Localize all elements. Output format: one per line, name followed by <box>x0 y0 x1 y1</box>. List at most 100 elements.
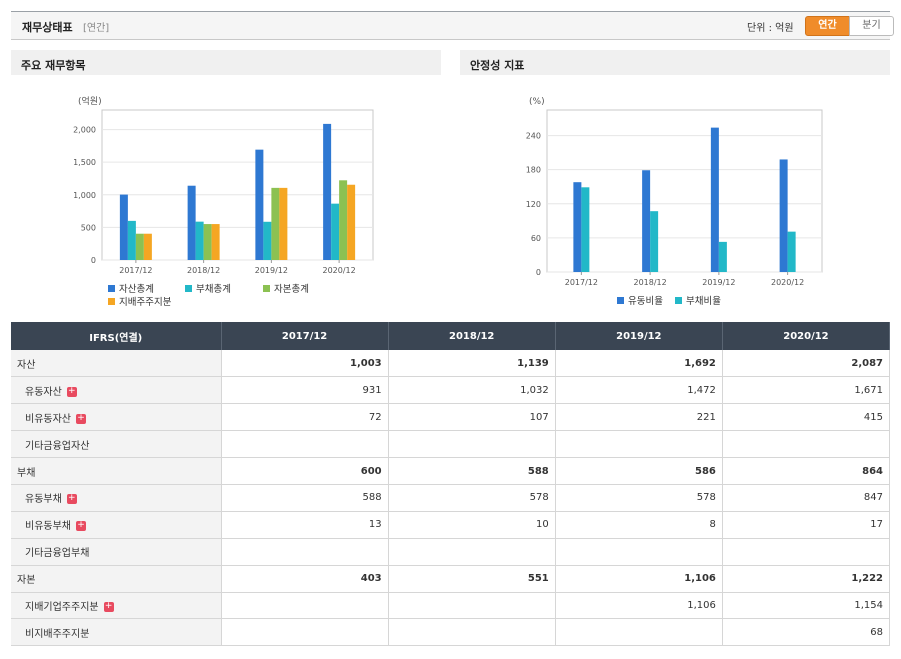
cell-value: 403 <box>221 565 389 593</box>
cell-value <box>221 538 389 566</box>
row-label-text: 자산 <box>17 359 36 371</box>
bar-1 <box>642 170 651 272</box>
bar-3 <box>135 233 144 260</box>
cell-value: 864 <box>722 457 891 485</box>
y-tick-label: 60 <box>531 234 541 243</box>
cell-value: 1,003 <box>221 350 389 378</box>
x-tick-label: 2017/12 <box>565 278 598 287</box>
cell-value <box>388 592 556 620</box>
y-tick-label: 2,000 <box>73 126 96 135</box>
legend-swatch <box>617 297 624 304</box>
tab-quarterly[interactable]: 분기 <box>849 16 894 36</box>
legend-label: 지배주주지분 <box>119 297 172 308</box>
cell-value <box>388 618 556 647</box>
cell-value: 107 <box>388 403 556 432</box>
cell-value: 17 <box>722 511 891 539</box>
expand-plus-icon[interactable]: + <box>76 412 86 424</box>
cell-value <box>221 430 389 459</box>
table-row: 기타금융업자산 <box>11 430 891 459</box>
cell-value: 578 <box>555 484 723 512</box>
cell-value: 68 <box>722 618 891 647</box>
row-label: 비지배주주지분 <box>11 618 222 647</box>
bar-3 <box>339 180 348 260</box>
row-label-text: 유동자산 <box>25 386 62 398</box>
cell-value <box>722 538 891 566</box>
period-label: [연간] <box>83 23 110 34</box>
cell-value <box>388 430 556 459</box>
cell-value: 1,671 <box>722 376 891 405</box>
x-tick-label: 2018/12 <box>634 278 667 287</box>
x-tick-label: 2018/12 <box>187 266 220 275</box>
x-tick-label: 2020/12 <box>771 278 804 287</box>
cell-value: 1,139 <box>388 350 556 378</box>
tab-annual[interactable]: 연간 <box>805 16 850 36</box>
table-row: 비유동부채 +13 10 8 17 <box>11 511 891 539</box>
plot-area <box>546 109 823 273</box>
cell-value <box>555 618 723 647</box>
bar-1 <box>710 127 719 272</box>
cell-value: 600 <box>221 457 389 485</box>
row-label: 비유동자산 + <box>11 403 222 432</box>
section-title: 재무상태표 <box>22 21 73 34</box>
legend-swatch <box>108 285 115 292</box>
cell-value: 1,106 <box>555 565 723 593</box>
legend-swatch <box>185 285 192 292</box>
cell-value <box>388 538 556 566</box>
x-tick-label: 2019/12 <box>255 266 288 275</box>
row-label-text: 비유동자산 <box>25 413 71 425</box>
x-tick-label: 2017/12 <box>119 266 152 275</box>
row-label: 유동자산 + <box>11 376 222 405</box>
row-label-text: 유동부채 <box>25 494 62 506</box>
cell-value: 1,032 <box>388 376 556 405</box>
section-header: 재무상태표 [연간] 단위 : 억원 연간 분기 <box>11 11 894 40</box>
bar-3 <box>271 187 280 260</box>
expand-plus-icon[interactable]: + <box>66 385 77 397</box>
financial-items-chart: (억원) 0 500 1,000 1,500 2,000 2017/12 2018/12 201… <box>73 95 374 308</box>
cell-value: 1,222 <box>722 565 891 593</box>
left-panel-title: 주요 재무항목 <box>11 50 441 75</box>
cell-value: 931 <box>221 376 389 405</box>
expand-plus-icon[interactable]: + <box>103 600 114 612</box>
right-panel-title: 안정성 지표 <box>460 50 890 75</box>
stability-ratio-chart: (%) 0 60 120 180 240 2017/12 2018/12 2019/12 2020… <box>526 97 823 307</box>
bar-1 <box>187 185 196 260</box>
cell-value: 1,692 <box>555 350 723 378</box>
y-unit-label: (억원) <box>78 95 102 107</box>
row-label-text: 기타금융업자산 <box>25 440 90 452</box>
bar-4 <box>279 187 288 260</box>
cell-value: 586 <box>555 457 723 485</box>
row-label-text: 기타금융업부채 <box>25 548 90 560</box>
row-label-text: 비유동부채 <box>25 521 71 533</box>
row-label-text: 부채 <box>17 467 36 479</box>
unit-label: 단위 : 억원 <box>747 23 794 34</box>
bar-2 <box>195 221 204 260</box>
legend-swatch <box>675 297 682 304</box>
table-header-period: 2017/12 <box>221 322 389 350</box>
y-tick-label: 180 <box>526 166 541 175</box>
legend-label: 유동비율 <box>628 296 663 307</box>
row-label: 비유동부채 + <box>11 511 222 539</box>
cell-value <box>722 430 891 459</box>
bar-2 <box>787 231 796 272</box>
y-tick-label: 0 <box>91 256 96 265</box>
table-row: 유동부채 +588 578 578 847 <box>11 484 891 512</box>
table-row: 지배기업주주지분 +1,106 1,154 <box>11 592 891 620</box>
row-label: 유동부채 + <box>11 484 222 512</box>
cell-value <box>555 430 723 459</box>
bar-1 <box>119 194 128 260</box>
table-row: 비지배주주지분 68 <box>11 618 891 647</box>
cell-value: 551 <box>388 565 556 593</box>
table-header-period: 2019/12 <box>555 322 723 350</box>
bar-3 <box>203 224 212 260</box>
cell-value: 1,472 <box>555 376 723 405</box>
expand-plus-icon[interactable]: + <box>66 493 77 505</box>
expand-plus-icon[interactable]: + <box>76 520 86 532</box>
row-label: 기타금융업자산 <box>11 430 222 459</box>
cell-value: 72 <box>221 403 389 432</box>
cell-value: 1,106 <box>555 592 723 620</box>
bar-2 <box>650 211 659 272</box>
table-row: 부채 600 588 586 864 <box>11 457 891 485</box>
bar-2 <box>718 241 727 272</box>
legend-label: 자본총계 <box>274 283 309 295</box>
table-header-period: 2020/12 <box>722 322 891 350</box>
